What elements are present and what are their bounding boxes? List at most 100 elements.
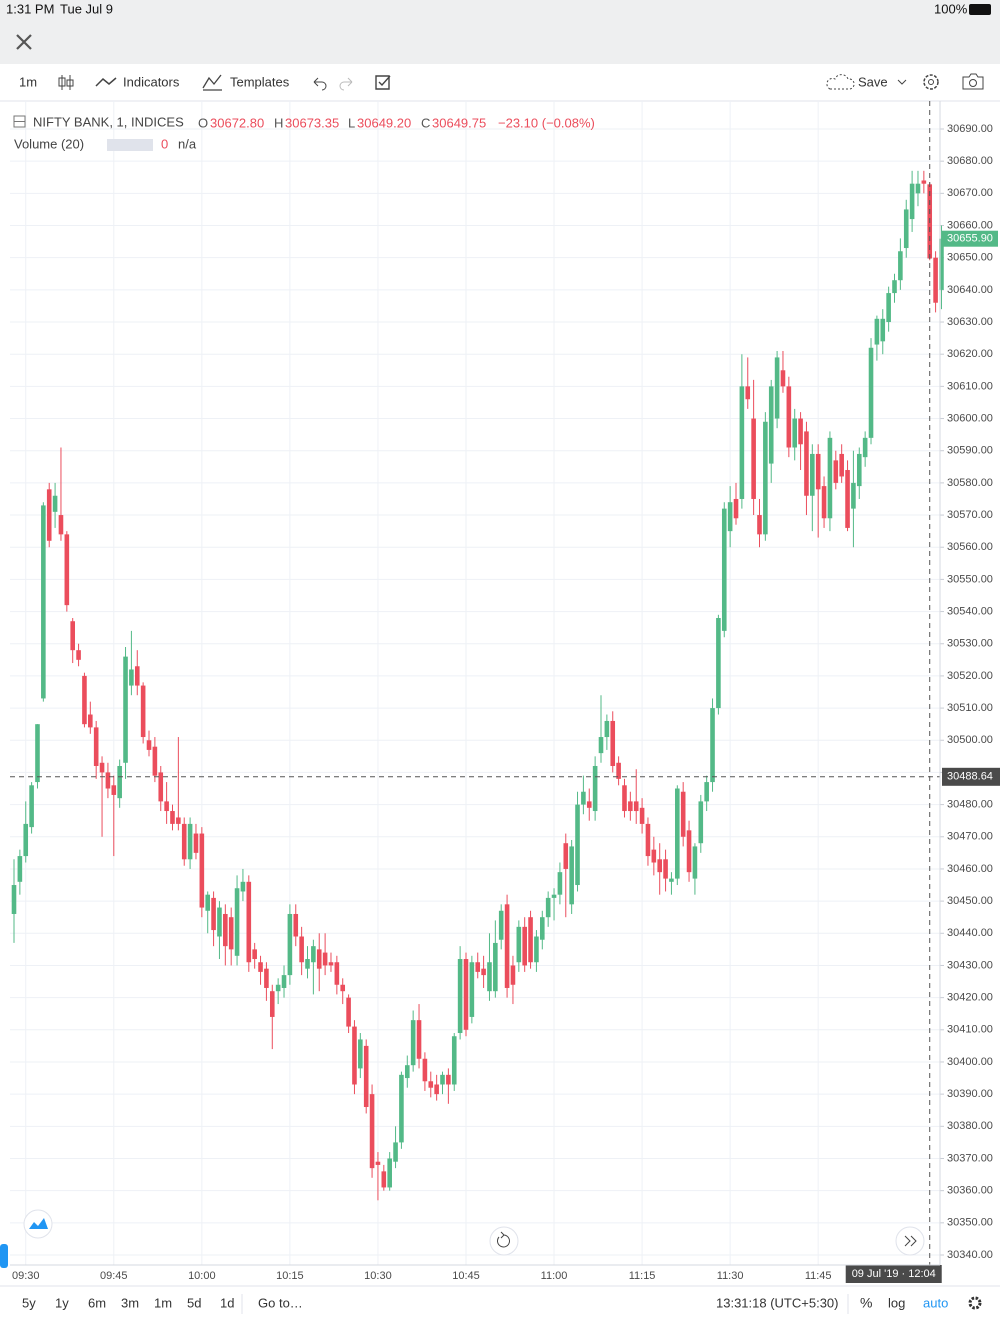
candle-body — [628, 801, 633, 812]
y-tick-label: 30500.00 — [947, 734, 993, 746]
candle-body — [622, 785, 627, 812]
templates-button[interactable]: Templates — [230, 74, 290, 89]
low-value: 30649.20 — [357, 115, 411, 130]
candle-body — [134, 666, 140, 686]
goto-button[interactable]: Go to… — [258, 1295, 303, 1310]
candle-body — [269, 991, 275, 1017]
candle-body — [252, 949, 257, 960]
last-price-tag — [942, 230, 998, 247]
candle-body — [281, 975, 287, 988]
logo-button[interactable] — [23, 1209, 53, 1239]
y-tick-label: 30600.00 — [947, 412, 993, 424]
redo-button[interactable] — [339, 77, 353, 91]
y-tick-label: 30400.00 — [947, 1056, 993, 1068]
range-button[interactable]: 1y — [55, 1295, 69, 1310]
snapshot-button[interactable] — [962, 73, 984, 90]
crosshair-price: 30488.64 — [947, 771, 993, 783]
candle-body — [909, 183, 915, 220]
candle-body — [557, 872, 563, 895]
x-tick-label: 10:15 — [276, 1270, 304, 1282]
toolbar — [0, 64, 1000, 101]
range-button[interactable]: 6m — [88, 1295, 106, 1310]
candle-body — [616, 762, 621, 779]
y-tick-label: 30460.00 — [947, 863, 993, 875]
range-button[interactable]: 5y — [22, 1295, 36, 1310]
y-tick-label: 30660.00 — [947, 219, 993, 231]
y-tick-label: 30480.00 — [947, 799, 993, 811]
indicators-button[interactable]: Indicators — [123, 74, 180, 89]
range-button[interactable]: 1m — [154, 1295, 172, 1310]
y-tick-label: 30550.00 — [947, 573, 993, 585]
candle-body — [798, 418, 803, 445]
indicators-icon — [95, 77, 117, 87]
range-button[interactable]: 1d — [220, 1295, 234, 1310]
candle-body — [733, 498, 739, 519]
candle-body — [481, 968, 486, 976]
candle-body — [669, 878, 674, 882]
interval-button[interactable]: 1m — [19, 74, 37, 89]
candle-body — [240, 881, 246, 892]
candle-body — [692, 846, 698, 879]
candle-body — [463, 959, 469, 1030]
candle-body — [287, 913, 293, 976]
range-button[interactable]: 5d — [187, 1295, 201, 1310]
save-button[interactable]: Save — [858, 74, 888, 89]
candle-body — [933, 257, 938, 303]
volume-controls[interactable] — [107, 139, 153, 151]
auto-button[interactable]: auto — [923, 1295, 948, 1310]
candle-body — [228, 917, 234, 950]
axis-settings-button[interactable] — [968, 1296, 982, 1310]
candle-body — [698, 801, 704, 844]
status-time: 1:31 PM — [6, 1, 54, 16]
candle-body — [569, 846, 574, 905]
x-tick-label: 10:00 — [188, 1270, 216, 1282]
last-price: 30655.90 — [947, 233, 993, 245]
y-tick-label: 30470.00 — [947, 831, 993, 843]
y-tick-label: 30420.00 — [947, 992, 993, 1004]
battery-text: 100% — [934, 1, 968, 16]
candle-body — [675, 788, 680, 879]
y-tick-label: 30540.00 — [947, 605, 993, 617]
side-handle[interactable] — [0, 1244, 8, 1268]
candle-body — [58, 515, 64, 535]
candle-body — [211, 897, 216, 931]
candle-body — [164, 801, 169, 812]
y-tick-label: 30430.00 — [947, 959, 993, 971]
candle-body — [686, 830, 692, 873]
candle-body — [845, 470, 850, 528]
save-menu[interactable] — [897, 79, 907, 85]
candle-body — [651, 849, 657, 863]
settings-button[interactable] — [923, 74, 939, 90]
candle-body — [46, 489, 52, 541]
close-button[interactable] — [16, 34, 32, 50]
low-prefix: L — [348, 115, 355, 130]
candle-body — [498, 910, 504, 940]
candle-body — [862, 437, 868, 458]
candle-body — [340, 984, 346, 992]
checklist-button[interactable] — [375, 75, 391, 90]
percent-button[interactable]: % — [860, 1295, 872, 1311]
clock: 13:31:18 (UTC+5:30) — [716, 1295, 838, 1310]
candle-body — [328, 962, 334, 966]
log-button[interactable]: log — [888, 1295, 905, 1310]
candle-body — [710, 708, 715, 783]
undo-button[interactable] — [313, 77, 327, 91]
chart-type-icon[interactable] — [58, 75, 74, 90]
candle-body — [810, 453, 815, 496]
candle-body — [856, 453, 862, 487]
close-value: 30649.75 — [432, 115, 486, 130]
reset-button[interactable] — [489, 1226, 519, 1256]
range-button[interactable]: 3m — [121, 1295, 139, 1310]
candle-body — [446, 1074, 451, 1085]
candle-body — [551, 894, 557, 898]
candle-body — [346, 997, 351, 1027]
candle-body — [510, 965, 516, 985]
y-tick-label: 30650.00 — [947, 252, 993, 264]
candle-body — [903, 209, 909, 249]
candle-body — [152, 746, 158, 776]
candle-body — [358, 1039, 363, 1069]
candle-body — [123, 656, 128, 763]
candle-body — [375, 1161, 381, 1165]
candle-body — [792, 418, 798, 448]
